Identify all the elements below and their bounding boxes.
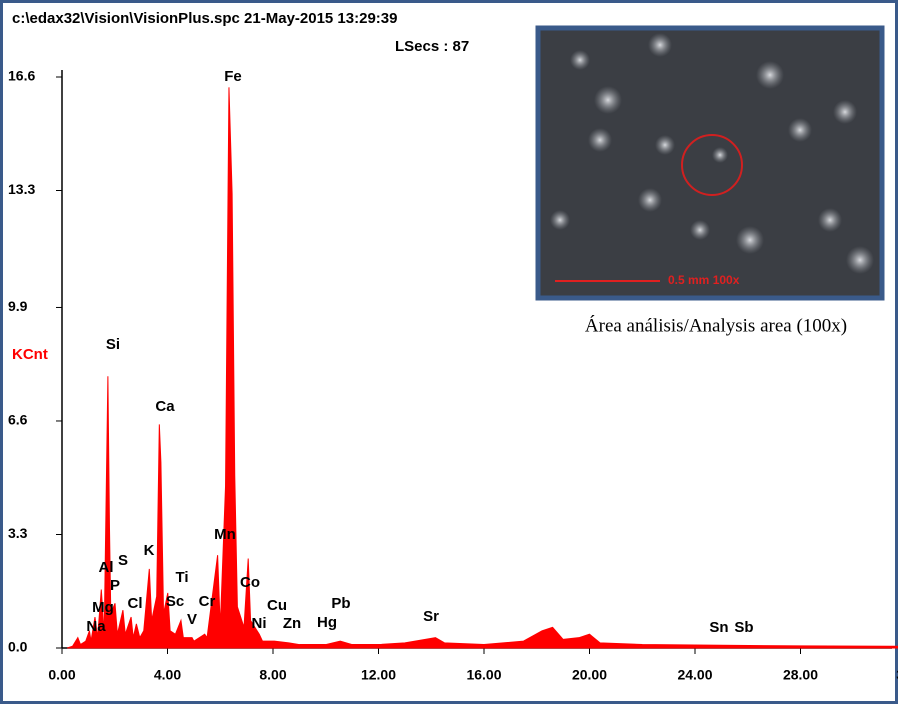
y-tick-label: 6.6 [8, 412, 28, 428]
peak-label: Al [99, 559, 114, 576]
y-axis-label: KCnt [12, 346, 48, 363]
x-tick-label: 20.00 [572, 667, 607, 683]
peak-label: Cr [199, 593, 216, 610]
micrograph [535, 25, 885, 301]
inset-caption: Área análisis/Analysis area (100x) [585, 314, 847, 336]
peak-label: V [187, 611, 197, 628]
peak-label: S [118, 552, 128, 569]
peak-label: K [144, 542, 155, 559]
y-tick-label: 3.3 [8, 525, 28, 541]
analysis-circle [681, 134, 743, 196]
x-tick-label: 28.00 [783, 667, 818, 683]
peak-label: Ca [155, 398, 175, 415]
x-tick-label: 8.00 [259, 667, 286, 683]
spectrum [67, 87, 898, 649]
y-tick-label: 13.3 [8, 181, 35, 197]
peak-label: Sc [166, 593, 184, 610]
peak-label: P [110, 577, 120, 594]
peak-label: Pb [331, 595, 350, 612]
live-seconds: LSecs : 87 [395, 38, 469, 55]
inset: 0.5 mm 100x [535, 25, 885, 301]
peak-label: Si [106, 336, 120, 353]
peak-label: Zn [283, 615, 301, 632]
peak-label: Mg [92, 599, 114, 616]
y-tick-label: 9.9 [8, 298, 28, 314]
peak-label: Fe [224, 68, 242, 85]
peak-label: Hg [317, 614, 337, 631]
scale-label: 0.5 mm 100x [668, 273, 740, 287]
x-tick-label: 16.00 [466, 667, 501, 683]
peak-label: Sr [423, 608, 439, 625]
peak-label: Sn [709, 619, 728, 636]
x-tick-label: 12.00 [361, 667, 396, 683]
x-tick-label: 24.00 [677, 667, 712, 683]
peak-label: Na [86, 618, 106, 635]
x-tick-label: 0.00 [48, 667, 75, 683]
file-header: c:\edax32\Vision\VisionPlus.spc 21-May-2… [12, 10, 397, 27]
y-tick-label: 16.6 [8, 68, 35, 84]
peak-label: Sb [734, 619, 753, 636]
peak-label: Ni [252, 615, 267, 632]
peak-label: Cu [267, 597, 287, 614]
peak-label: Cl [128, 595, 143, 612]
peak-label: Co [240, 574, 260, 591]
y-tick-label: 0.0 [8, 639, 28, 655]
x-tick-label: 32. [896, 667, 898, 683]
x-tick-label: 4.00 [154, 667, 181, 683]
peak-label: Mn [214, 526, 236, 543]
peak-label: Ti [175, 569, 188, 586]
